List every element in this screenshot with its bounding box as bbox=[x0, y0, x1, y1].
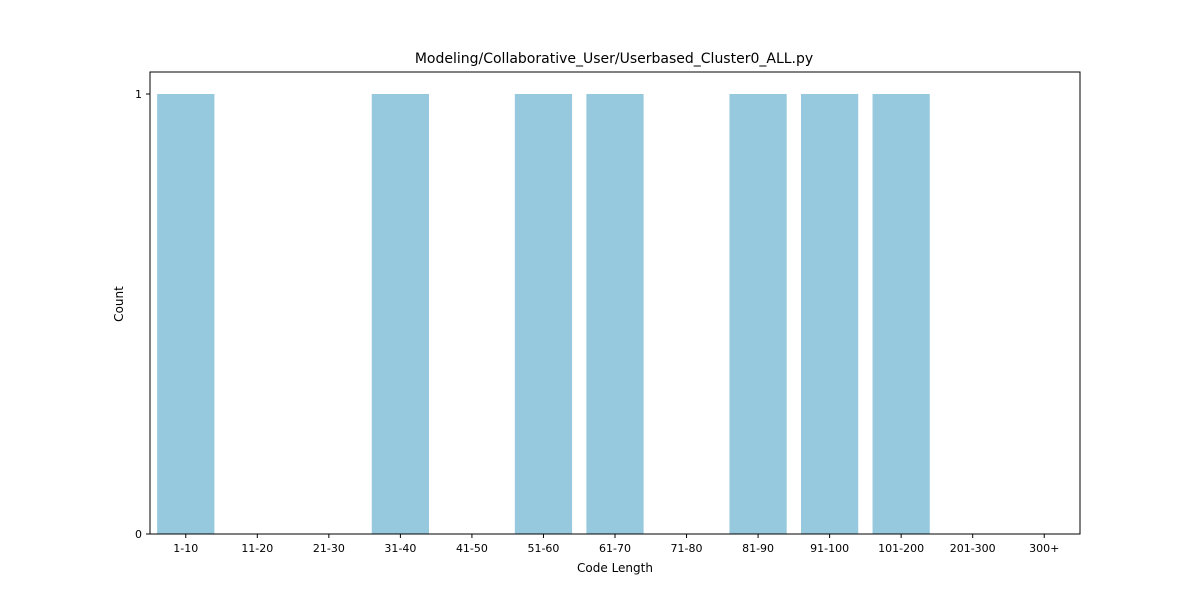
y-axis-label: Count bbox=[112, 286, 126, 322]
x-tick-label: 11-20 bbox=[241, 542, 273, 555]
x-tick-label: 31-40 bbox=[384, 542, 416, 555]
bar-91-100 bbox=[801, 94, 859, 534]
x-tick-label: 51-60 bbox=[527, 542, 559, 555]
x-axis-ticks: 1-10 11-20 21-30 31-40 41-50 51-60 61-70 71-80 8… bbox=[173, 534, 1059, 555]
x-tick-label: 41-50 bbox=[456, 542, 488, 555]
bar-51-60 bbox=[514, 94, 573, 534]
x-tick-label: 101-200 bbox=[878, 542, 924, 555]
bar-31-40 bbox=[371, 94, 429, 534]
x-tick-label: 61-70 bbox=[599, 542, 631, 555]
x-tick-label: 91-100 bbox=[810, 542, 849, 555]
bar-1-10 bbox=[157, 94, 215, 534]
bars-group bbox=[157, 94, 930, 534]
chart-title: Modeling/Collaborative_User/Userbased_Cl… bbox=[415, 51, 813, 67]
bar-61-70 bbox=[586, 94, 644, 534]
x-tick-label: 201-300 bbox=[950, 542, 996, 555]
x-tick-label: 21-30 bbox=[313, 542, 345, 555]
bar-81-90 bbox=[729, 94, 787, 534]
y-axis-ticks: 01 bbox=[135, 88, 150, 541]
x-axis-label: Code Length bbox=[577, 561, 653, 575]
y-tick-label: 1 bbox=[135, 88, 142, 101]
y-tick-label: 0 bbox=[135, 528, 142, 541]
x-tick-label: 81-90 bbox=[742, 542, 774, 555]
bar-101-200 bbox=[872, 94, 930, 534]
x-tick-label: 1-10 bbox=[173, 542, 198, 555]
x-tick-label: 71-80 bbox=[671, 542, 703, 555]
x-tick-label: 300+ bbox=[1029, 542, 1059, 555]
